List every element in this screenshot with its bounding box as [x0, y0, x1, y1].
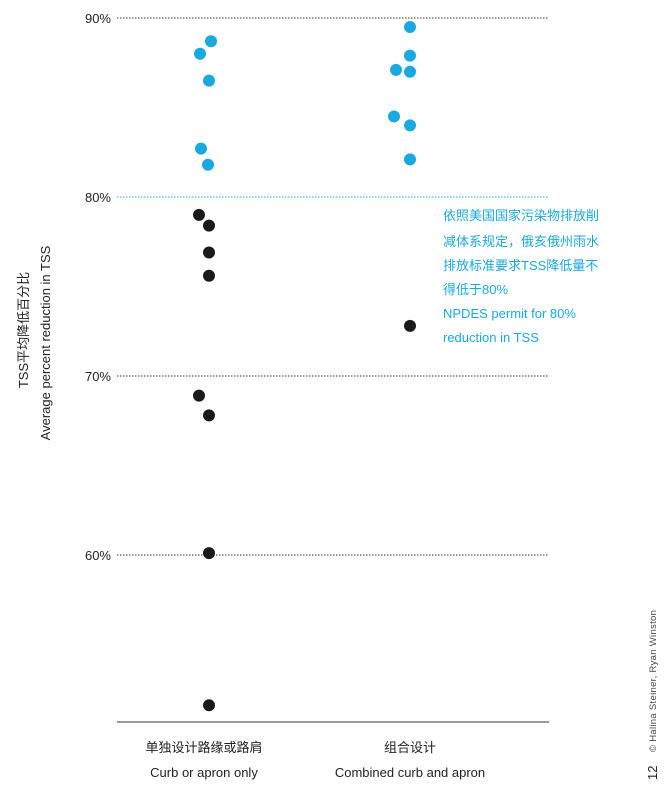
y-tick-label-90: 90% — [85, 11, 111, 26]
annotation-line: 减体系规定，俄亥俄州雨水 — [443, 234, 599, 249]
category-label-cn-1: 组合设计 — [384, 740, 436, 755]
category-label-en-0: Curb or apron only — [150, 765, 258, 780]
data-point — [202, 158, 214, 171]
data-point — [203, 269, 215, 282]
data-point — [404, 119, 416, 132]
data-point — [203, 547, 215, 560]
data-point — [404, 65, 416, 78]
data-point — [203, 246, 215, 259]
y-tick-label-60: 60% — [85, 548, 111, 563]
y-tick-label-70: 70% — [85, 369, 111, 384]
annotation-line: reduction in TSS — [443, 330, 539, 345]
data-point — [203, 219, 215, 232]
data-point — [404, 20, 416, 33]
category-label-cn-0: 单独设计路缘或路肩 — [145, 740, 262, 755]
photo-credit: © Halina Steiner, Ryan Winston — [648, 610, 659, 752]
annotation-line: NPDES permit for 80% — [443, 306, 576, 321]
data-point — [404, 319, 416, 332]
npdes-annotation: 依照美国国家污染物排放削 减体系规定，俄亥俄州雨水 排放标准要求TSS降低量不 … — [443, 208, 599, 345]
y-tick-label-80: 80% — [85, 190, 111, 205]
y-tick-labels: 90% 80% 70% 60% — [85, 11, 111, 563]
data-point — [194, 47, 206, 60]
data-point — [390, 63, 402, 76]
annotation-line: 依照美国国家污染物排放削 — [443, 208, 599, 223]
category-label-en-1: Combined curb and apron — [335, 765, 485, 780]
data-points — [193, 20, 416, 712]
data-point — [205, 35, 217, 48]
data-point — [193, 208, 205, 221]
data-point — [404, 49, 416, 62]
y-axis-title-en: Average percent reduction in TSS — [38, 245, 53, 440]
data-point — [195, 142, 207, 155]
data-point — [203, 409, 215, 422]
data-point — [203, 699, 215, 712]
data-point — [203, 74, 215, 87]
annotation-line: 排放标准要求TSS降低量不 — [443, 258, 598, 273]
gridlines — [117, 17, 549, 556]
y-axis-title-cn: TSS平均降低百分比 — [16, 272, 31, 388]
data-point — [404, 153, 416, 166]
data-point — [388, 110, 400, 123]
annotation-line: 得低于80% — [443, 282, 508, 297]
page-number: 12 — [645, 766, 660, 780]
data-point — [193, 389, 205, 402]
